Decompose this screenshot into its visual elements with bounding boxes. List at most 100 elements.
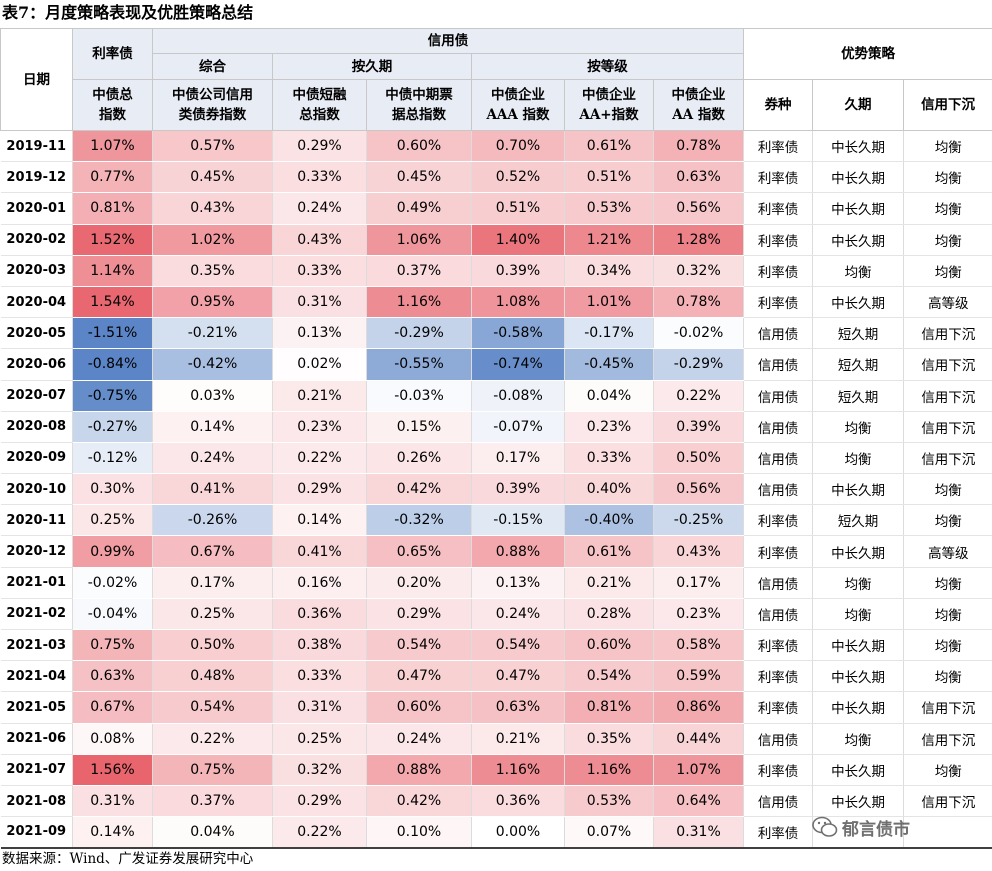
strategy-cell: 高等级 [903, 535, 992, 568]
value-cell: 0.53% [564, 785, 654, 818]
value-cell: 0.14% [152, 411, 273, 443]
value-cell: 0.26% [366, 442, 472, 475]
value-cell: 0.61% [564, 130, 654, 163]
strategy-cell: 利率债 [743, 660, 813, 693]
value-cell: 0.47% [471, 660, 565, 693]
value-cell: -0.32% [366, 504, 472, 537]
value-cell: 0.81% [564, 691, 654, 724]
table-body: 2019-11 1.07% 0.57% 0.29% 0.60% 0.70% 0.61% 0.7… [0, 130, 992, 849]
value-cell: -0.42% [152, 348, 273, 381]
strategy-cell: 利率债 [743, 754, 813, 786]
strategy-cell: 均衡 [903, 754, 992, 786]
strategy-cell: 信用下沉 [903, 317, 992, 350]
strategy-cell: 利率债 [743, 535, 813, 568]
value-cell: 0.99% [72, 535, 153, 568]
value-cell: 0.56% [652, 192, 744, 225]
strategy-cell: 均衡 [903, 504, 992, 537]
value-cell: 0.22% [652, 380, 744, 412]
value-cell: 0.88% [366, 754, 472, 786]
row-date: 2021-06 [0, 723, 73, 755]
value-cell: -0.58% [471, 317, 565, 350]
strategy-cell: 均衡 [903, 660, 992, 693]
value-cell: 0.67% [152, 535, 273, 568]
value-cell: 0.43% [272, 224, 367, 256]
value-cell: 0.38% [272, 629, 367, 662]
value-cell: 0.54% [366, 629, 472, 662]
value-cell: 0.24% [272, 192, 367, 225]
value-cell: 0.49% [366, 192, 472, 225]
value-cell: 0.51% [471, 192, 565, 225]
value-cell: 0.57% [152, 130, 273, 163]
row-date: 2020-07 [0, 380, 73, 412]
value-cell: 0.48% [152, 660, 273, 693]
value-cell: 0.21% [272, 380, 367, 412]
strategy-cell: 短久期 [812, 504, 904, 537]
table-row: 2020-09 -0.12% 0.24% 0.22% 0.26% 0.17% 0.33% 0.… [0, 442, 992, 475]
value-cell: 1.02% [152, 224, 273, 256]
strategy-cell: 信用债 [743, 317, 813, 350]
value-cell: 0.04% [564, 380, 654, 412]
value-cell: -0.29% [366, 317, 472, 350]
value-cell: 0.34% [564, 255, 654, 287]
value-cell: 0.78% [652, 286, 744, 319]
value-cell: 0.35% [564, 723, 654, 755]
value-cell: 0.28% [564, 598, 654, 631]
value-cell: 0.21% [471, 723, 565, 755]
value-cell: 0.75% [152, 754, 273, 786]
row-date: 2020-12 [0, 535, 73, 568]
value-cell: -0.15% [471, 504, 565, 537]
value-cell: 0.31% [272, 286, 367, 319]
strategy-cell: 均衡 [903, 473, 992, 506]
strategy-cell: 短久期 [812, 380, 904, 412]
value-cell: 0.41% [272, 535, 367, 568]
value-cell: 0.64% [652, 785, 744, 818]
watermark: 郁言债市 [812, 814, 910, 840]
strategy-cell: 利率债 [743, 224, 813, 256]
strategy-cell: 利率债 [743, 629, 813, 662]
value-cell: 0.44% [652, 723, 744, 755]
header-date: 日期 [0, 28, 73, 131]
value-cell: 0.33% [564, 442, 654, 475]
value-cell: 0.37% [152, 785, 273, 818]
strategy-cell: 均衡 [903, 598, 992, 631]
table-row: 2020-08 -0.27% 0.14% 0.23% 0.15% -0.07% 0.23% 0… [0, 411, 992, 443]
value-cell: 0.60% [366, 691, 472, 724]
value-cell: 1.40% [471, 224, 565, 256]
strategy-performance-table: 日期 利率债 信用债 优势策略 综合 按久期 按等级 中债总 指数 中债公司信用类… [0, 28, 992, 849]
row-date: 2021-08 [0, 785, 73, 818]
value-cell: 0.21% [564, 567, 654, 599]
value-cell: -0.02% [72, 567, 153, 599]
strategy-cell: 利率债 [743, 161, 813, 194]
value-cell: 0.63% [652, 161, 744, 194]
value-cell: 0.43% [652, 535, 744, 568]
col-header: 中债企业 AA 指数 [652, 79, 745, 131]
table-row: 2021-05 0.67% 0.54% 0.31% 0.60% 0.63% 0.81% 0.8… [0, 691, 992, 724]
value-cell: 0.14% [272, 504, 367, 537]
strategy-cell: 信用债 [743, 598, 813, 631]
strategy-cell: 均衡 [903, 130, 992, 163]
value-cell: 0.78% [652, 130, 744, 163]
value-cell: 0.29% [366, 598, 472, 631]
value-cell: 0.45% [366, 161, 472, 194]
value-cell: 0.45% [152, 161, 273, 194]
value-cell: 0.59% [652, 660, 744, 693]
value-cell: 0.24% [152, 442, 273, 475]
value-cell: -0.25% [652, 504, 744, 537]
value-cell: 1.56% [72, 754, 153, 786]
value-cell: 0.31% [72, 785, 153, 818]
value-cell: -0.02% [652, 317, 744, 350]
strategy-cell: 均衡 [812, 255, 904, 287]
row-date: 2019-12 [0, 161, 73, 194]
table-row: 2020-07 -0.75% 0.03% 0.21% -0.03% -0.08% 0.04%… [0, 380, 992, 412]
table-row: 2020-12 0.99% 0.67% 0.41% 0.65% 0.88% 0.61% 0.4… [0, 535, 992, 568]
value-cell: 0.39% [652, 411, 744, 443]
value-cell: 0.60% [366, 130, 472, 163]
row-date: 2020-02 [0, 224, 73, 256]
value-cell: 0.75% [72, 629, 153, 662]
value-cell: 0.15% [366, 411, 472, 443]
value-cell: 0.65% [366, 535, 472, 568]
value-cell: -0.12% [72, 442, 153, 475]
value-cell: 0.35% [152, 255, 273, 287]
strategy-cell: 信用债 [743, 723, 813, 755]
value-cell: 0.22% [272, 816, 367, 849]
